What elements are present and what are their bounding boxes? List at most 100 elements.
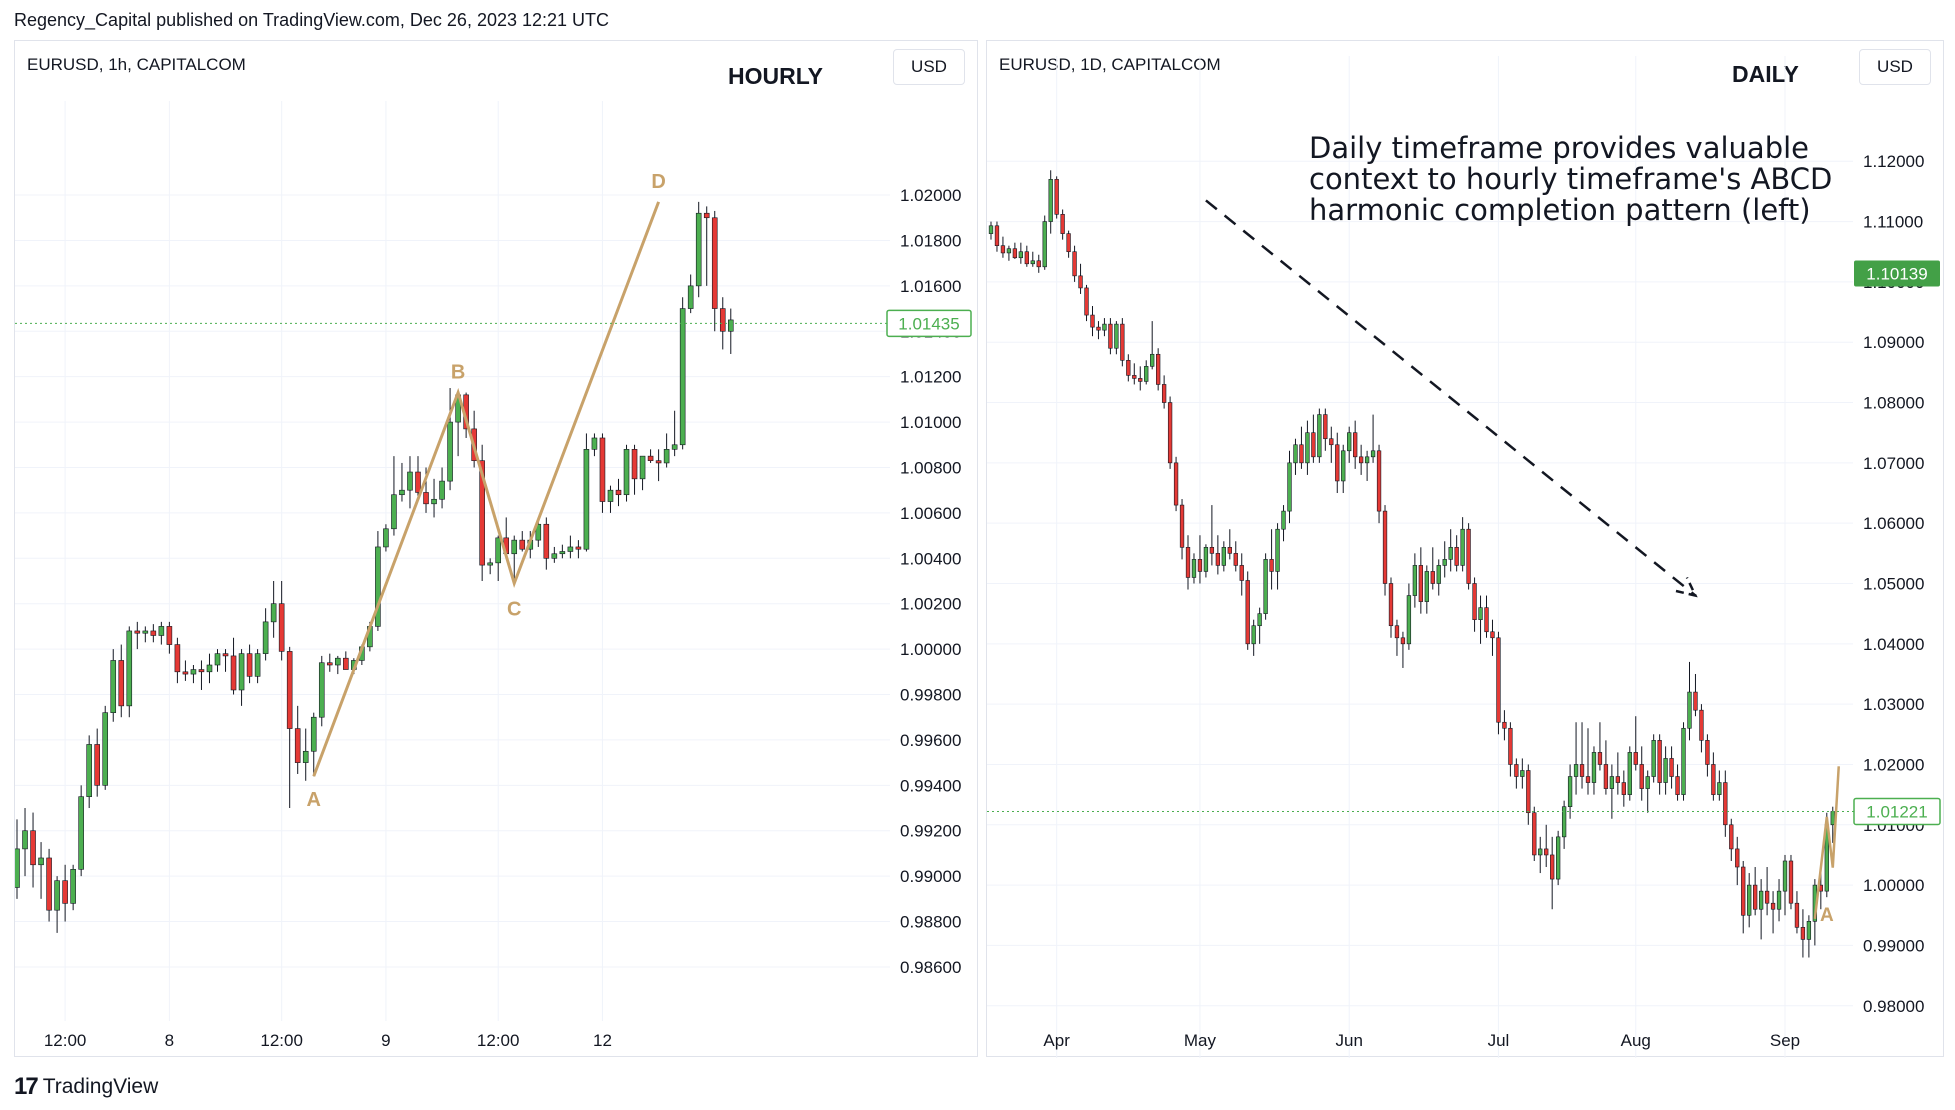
hourly-y-tick-label: 1.00000 (900, 640, 961, 659)
daily-candle-body (1281, 510, 1286, 530)
daily-currency-button[interactable]: USD (1859, 49, 1931, 85)
hourly-candle-body (567, 546, 574, 552)
daily-candle-body (1054, 179, 1059, 215)
daily-candle-body (1711, 764, 1716, 795)
hourly-candle-body (110, 660, 117, 713)
hourly-candle-body (559, 551, 566, 555)
hourly-candle-body (663, 449, 670, 464)
daily-current-price-label: 1.10139 (1866, 265, 1927, 284)
hourly-candle-body (703, 212, 710, 219)
hourly-candle-body (94, 744, 100, 786)
daily-candle-body (1460, 528, 1465, 566)
daily-candle-body (1221, 547, 1226, 566)
daily-candle-body (1024, 251, 1029, 265)
daily-candle-body (1227, 547, 1232, 554)
daily-candle-body (1764, 890, 1770, 904)
daily-candle-body (1144, 366, 1149, 382)
daily-candle-body (1496, 637, 1501, 723)
daily-y-tick-label: 1.02000 (1863, 755, 1924, 774)
hourly-x-tick-label: 9 (381, 1031, 390, 1050)
hourly-candle-body (551, 553, 558, 559)
hourly-x-tick-label: 12:00 (44, 1031, 87, 1050)
tradingview-logo-icon: 17 (14, 1073, 39, 1100)
hourly-candle-body (326, 662, 333, 666)
daily-abcd-pattern-line (1813, 766, 1840, 920)
hourly-y-tick-label: 0.99400 (900, 776, 961, 795)
hourly-candle-body (118, 660, 125, 707)
daily-candle-body (1609, 776, 1615, 789)
hourly-candle-body (335, 657, 341, 666)
daily-y-tick-label: 1.07000 (1863, 454, 1924, 473)
hourly-candle-body (102, 712, 109, 786)
hourly-x-tick-label: 12:00 (260, 1031, 303, 1050)
daily-candle-body (1173, 462, 1179, 506)
hourly-candle-body (543, 523, 550, 559)
tradingview-footer[interactable]: 17 TradingView (14, 1073, 158, 1101)
hourly-candle-body (158, 626, 165, 636)
daily-candle-body (1239, 565, 1244, 581)
hourly-candle-body (134, 630, 141, 634)
daily-candle-body (1687, 691, 1692, 729)
daily-candle-body (1806, 921, 1812, 940)
daily-x-tick-label: Jul (1488, 1031, 1510, 1050)
hourly-candle-body (487, 562, 493, 566)
hourly-candle-body (206, 664, 213, 673)
hourly-x-tick-label: 8 (165, 1031, 174, 1050)
daily-candle-body (1078, 275, 1083, 289)
daily-candle-body (1758, 890, 1764, 910)
hourly-last-price-label: 1.01435 (898, 314, 959, 333)
daily-chart-panel[interactable]: EURUSD, 1D, CAPITALCOM DAILY USD Apr May J… (986, 40, 1945, 1058)
daily-candle-body (1191, 559, 1197, 578)
daily-candle-body (1048, 179, 1053, 222)
hourly-candle-body (607, 489, 614, 502)
hourly-symbol-label[interactable]: EURUSD, 1h, CAPITALCOM (27, 55, 246, 74)
daily-candle-body (1705, 740, 1710, 765)
downtrend-arrow-line (1205, 199, 1697, 597)
daily-candle-body (1776, 890, 1782, 910)
hourly-chart-panel[interactable]: EURUSD, 1h, CAPITALCOM HOURLY USD 12:00 8… (14, 40, 978, 1057)
hourly-last-price-tag (886, 309, 972, 338)
daily-candle-body (1126, 360, 1131, 376)
hourly-candle-body (294, 728, 301, 763)
daily-candle-body (1233, 553, 1238, 566)
daily-candle-body (1514, 764, 1519, 777)
daily-y-tick-label: 0.98000 (1863, 997, 1924, 1016)
daily-candle-body (1830, 811, 1835, 826)
pattern-label-c: C (507, 598, 521, 620)
daily-candle-body (1800, 927, 1806, 940)
daily-candle-body (1156, 353, 1161, 385)
hourly-candle-body (318, 662, 325, 718)
daily-y-tick-label: 1.08000 (1863, 394, 1924, 413)
daily-last-price-tag (1853, 797, 1941, 826)
daily-candle-body (1788, 860, 1794, 904)
daily-candle-body (1741, 866, 1746, 916)
tradingview-brand: TradingView (42, 1075, 159, 1098)
hourly-candle-body (78, 796, 84, 870)
hourly-currency-button[interactable]: USD (893, 49, 965, 85)
hourly-chart-canvas[interactable]: 12:00 8 12:00 9 12:00 12 1.02000 1.01800 1.01600… (15, 41, 979, 1058)
hourly-candle-body (591, 437, 598, 450)
annotation-line-2: context to hourly timeframe's ABCD (1309, 162, 1833, 196)
daily-chart-canvas[interactable]: AprMayJunJulAugSep1.120001.110001.100001… (987, 41, 1945, 1058)
hourly-candle-body (302, 750, 309, 763)
daily-candle-body (1466, 528, 1471, 584)
hourly-y-tick-label: 0.99800 (900, 686, 961, 705)
hourly-candle-body (391, 494, 397, 530)
daily-x-tick-label: May (1184, 1031, 1217, 1050)
daily-candle-body (1030, 260, 1035, 265)
daily-candle-body (1150, 353, 1155, 367)
daily-candle-body (1275, 528, 1280, 572)
daily-symbol-label[interactable]: EURUSD, 1D, CAPITALCOM (999, 55, 1221, 74)
daily-candle-body (1693, 691, 1698, 711)
hourly-candle-body (70, 869, 76, 904)
daily-pattern-label-a: A (1820, 905, 1834, 926)
daily-candle-body (1317, 414, 1322, 458)
annotation-line-1: Daily timeframe provides valuable (1309, 131, 1810, 165)
hourly-candle-body (230, 655, 237, 691)
daily-candle-body (1538, 848, 1543, 856)
daily-candle-body (1484, 607, 1489, 633)
daily-candle-body (1299, 444, 1304, 464)
daily-candle-body (1293, 444, 1298, 464)
daily-candle-body (1478, 607, 1483, 620)
hourly-candle-body (727, 319, 734, 332)
